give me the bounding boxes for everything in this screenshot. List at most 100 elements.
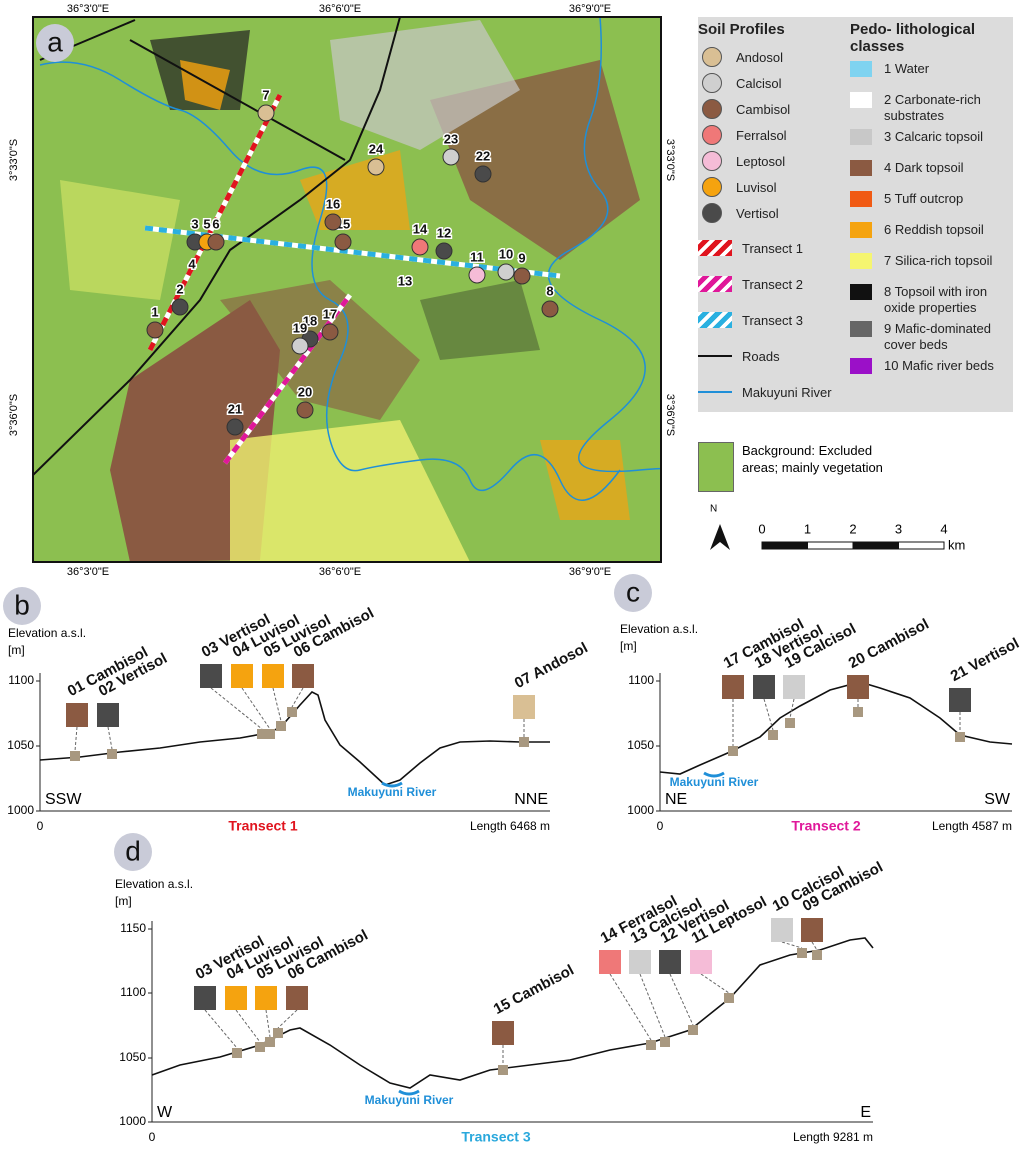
- profile-site: [435, 242, 453, 260]
- legend-label: Roads: [742, 348, 780, 364]
- background-legend: Background: Excluded areas; mainly veget…: [698, 442, 898, 492]
- sample-marker: [498, 1065, 508, 1075]
- y-tick-label: 1050: [627, 738, 654, 752]
- sample-marker: [797, 948, 807, 958]
- profile-site: [207, 233, 225, 251]
- profile-site: [468, 266, 486, 284]
- sample-marker: [785, 718, 795, 728]
- soil-box: [949, 688, 971, 712]
- direction: NNE: [514, 791, 548, 808]
- legend: Soil Profiles Andosol Calcisol Cambisol Fer…: [698, 17, 1013, 412]
- soil-label: 21 Vertisol: [948, 635, 1022, 685]
- legend-label: 3 Calcaric topsoil: [884, 129, 983, 144]
- leader: [639, 973, 666, 1038]
- soil-box: [599, 950, 621, 974]
- scale-segment: [807, 541, 854, 550]
- y-axis-label: Elevation a.s.l.: [8, 626, 86, 640]
- legend-item: Cambisol: [698, 96, 843, 122]
- y-tick-label: 1100: [628, 673, 654, 687]
- panel-label: b: [14, 589, 30, 620]
- scale-label: 4: [940, 521, 947, 536]
- legend-item: 5 Tuff outcrop: [850, 191, 1010, 217]
- site-label: 17: [323, 306, 337, 321]
- site-label: 1: [151, 304, 158, 319]
- sample-marker: [728, 746, 738, 756]
- class-swatch: [850, 321, 872, 337]
- legend-title: Pedo- lithological classes: [850, 21, 976, 55]
- y-tick-label: 1000: [7, 803, 34, 817]
- sample-marker: [853, 707, 863, 717]
- legend-label: 2 Carbonate-rich substrates: [884, 92, 981, 123]
- lat-label: 3°36'0"S: [8, 394, 20, 436]
- leader: [265, 1009, 271, 1038]
- line-swatch: [698, 240, 732, 256]
- legend-item: 6 Reddish topsoil: [850, 222, 1010, 248]
- leader: [272, 687, 282, 722]
- swatch: [698, 442, 734, 492]
- lat-label: 3°33'0"S: [664, 139, 676, 181]
- legend-label: Transect 2: [742, 276, 803, 292]
- river-label: Makuyuni River: [670, 775, 759, 789]
- legend-label: Transect 1: [742, 240, 803, 256]
- transect-title: Transect 3: [461, 1129, 530, 1145]
- site-label: 5: [203, 216, 210, 231]
- line-swatch: [698, 348, 732, 364]
- direction: W: [157, 1104, 173, 1121]
- x-start: 0: [37, 819, 44, 833]
- legend-item: Andosol: [698, 44, 843, 70]
- profile-site: [257, 104, 275, 122]
- river-mark: [703, 771, 725, 778]
- sample-marker: [812, 950, 822, 960]
- soil-box: [783, 675, 805, 699]
- site-label: 7: [262, 87, 269, 102]
- scale-segment: [898, 541, 945, 550]
- y-tick-label: 1000: [119, 1114, 146, 1128]
- legend-item: 8 Topsoil with iron oxide properties: [850, 284, 1010, 316]
- site-label: 16: [326, 196, 340, 211]
- x-start: 0: [149, 1130, 156, 1144]
- leader: [811, 941, 818, 951]
- class-swatch: [850, 358, 872, 374]
- soil-box: [659, 950, 681, 974]
- site-label: 3: [191, 216, 198, 231]
- profile-site: [226, 418, 244, 436]
- soil-box: [262, 664, 284, 688]
- soil-dot: [702, 203, 722, 223]
- line-swatch: [698, 312, 732, 328]
- background-label: Background: Excluded areas; mainly veget…: [742, 443, 883, 475]
- site-label: 4: [188, 256, 196, 271]
- panel-label: d: [125, 835, 141, 866]
- legend-label: 8 Topsoil with iron oxide properties: [884, 284, 988, 315]
- legend-label: Cambisol: [736, 101, 791, 117]
- river-label: Makuyuni River: [365, 1093, 454, 1107]
- class-list: 1 Water 2 Carbonate-rich substrates 3 Calc…: [850, 61, 1010, 384]
- profile-site: [321, 323, 339, 341]
- profile-site: [171, 298, 189, 316]
- class-legend: Pedo- lithological classes 1 Water 2 Carb…: [850, 21, 1010, 389]
- soil-box: [690, 950, 712, 974]
- soil-dot: [702, 151, 722, 171]
- profile-site: [411, 238, 429, 256]
- leader: [107, 726, 113, 750]
- profile-site: [296, 401, 314, 419]
- site-label: 24: [369, 141, 384, 156]
- class-swatch: [850, 191, 872, 207]
- direction: SW: [984, 791, 1011, 808]
- legend-item: Transect 3: [698, 302, 843, 338]
- legend-label: Ferralsol: [736, 127, 787, 143]
- profile-site: [291, 337, 309, 355]
- scale-segment: [761, 541, 808, 550]
- north-arrow: [710, 524, 730, 550]
- sample-marker: [519, 737, 529, 747]
- soil-box: [292, 664, 314, 688]
- legend-label: 7 Silica-rich topsoil: [884, 253, 993, 268]
- transect-title: Transect 2: [791, 818, 860, 834]
- legend-item: 10 Mafic river beds: [850, 358, 1010, 384]
- profile-site: [334, 233, 352, 251]
- y-axis-label: Elevation a.s.l.: [620, 622, 698, 636]
- transect-title: Transect 1: [228, 818, 297, 834]
- sample-marker: [688, 1025, 698, 1035]
- y-axis-label: Elevation a.s.l.: [115, 877, 193, 891]
- leader: [789, 698, 795, 719]
- legend-item: 1 Water: [850, 61, 1010, 87]
